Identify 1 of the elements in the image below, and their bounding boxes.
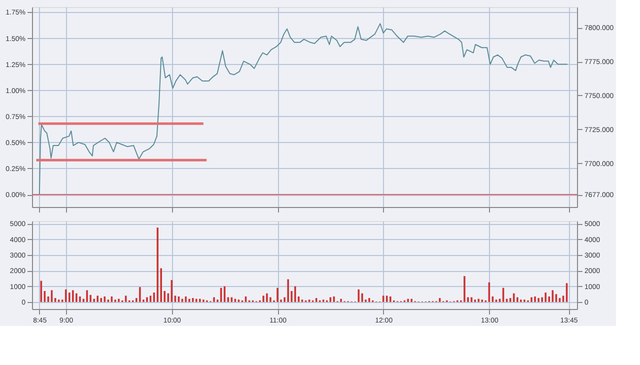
line-series: [38, 23, 568, 195]
